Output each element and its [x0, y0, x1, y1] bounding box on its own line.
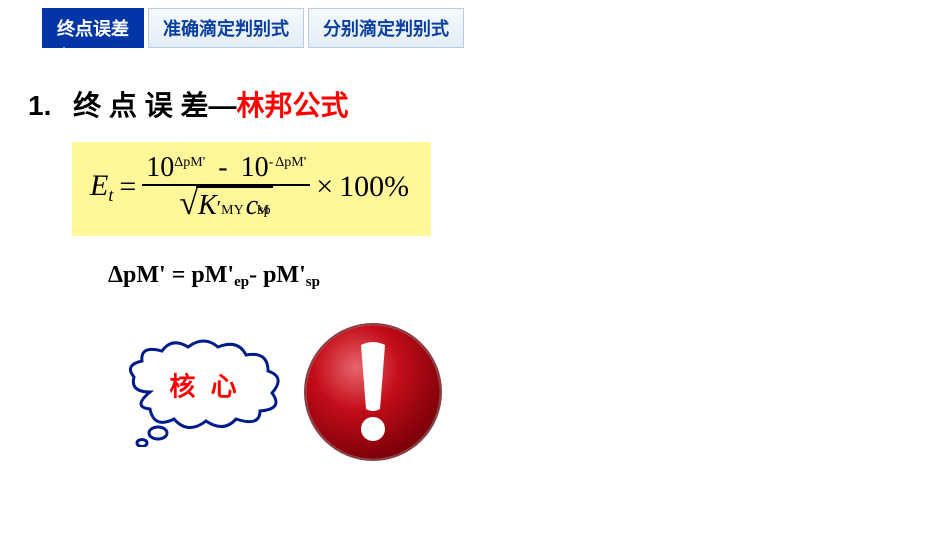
tab-label: 准确滴定判别式 — [163, 19, 289, 39]
delta-rhs1-sub: ep — [234, 274, 249, 290]
exclamation-icon — [298, 317, 448, 467]
delta-rhs2: pM' — [263, 262, 306, 288]
num-base-1: 10 — [146, 152, 174, 183]
thought-cloud: 核 心 — [120, 337, 290, 447]
hundred-percent: 100% — [339, 170, 409, 204]
section-heading: 1. 终 点 误 差—林邦公式 — [28, 84, 950, 124]
formula-lhs: Et — [90, 169, 113, 206]
num-exp-1: ΔpM' — [174, 155, 205, 170]
cloud-label: 核 心 — [169, 367, 240, 404]
hundred: 100 — [339, 170, 384, 203]
tab-label: 终点误差 — [57, 19, 129, 39]
exclamation-badge — [298, 317, 448, 467]
minus-sign: - — [212, 152, 233, 183]
delta-rhs1: pM' — [191, 262, 234, 288]
delta-minus: - — [249, 262, 263, 288]
tab-separate-titration[interactable]: 分别滴定判别式 — [308, 8, 464, 48]
den-c-sub: M — [257, 203, 269, 219]
tab-label: 分别滴定判别式 — [323, 19, 449, 39]
den-K: K — [198, 190, 217, 222]
tab-accurate-titration[interactable]: 准确滴定判别式 — [148, 8, 304, 48]
heading-red: 林邦公式 — [236, 90, 348, 121]
num-exp-neg: - — [269, 155, 274, 170]
numerator: 10ΔpM' - 10-ΔpM' — [142, 152, 310, 184]
tab-bar: 终点误差 准确滴定判别式 分别滴定判别式 — [0, 0, 950, 48]
radicand: K′MY cspM — [196, 186, 273, 222]
delta-pm-equation: ΔpM' = pM'ep- pM'sp — [108, 262, 950, 291]
denominator: √ K′MY cspM — [175, 186, 277, 222]
heading-black: 终 点 误 差— — [73, 90, 236, 121]
fraction: 10ΔpM' - 10-ΔpM' √ K′MY cspM — [142, 152, 310, 222]
delta-equals: = — [166, 262, 192, 288]
formula-E: E — [90, 169, 108, 202]
den-K-sub: MY — [221, 203, 244, 219]
core-callout: 核 心 — [120, 317, 950, 467]
delta-lhs: ΔpM' — [108, 262, 166, 288]
percent: % — [384, 170, 409, 203]
heading-number: 1. — [28, 90, 51, 121]
equals-sign: = — [113, 170, 142, 204]
linbang-formula: Et = 10ΔpM' - 10-ΔpM' √ K′MY cspM × 100% — [72, 142, 431, 236]
num-exp-2: ΔpM' — [275, 155, 306, 170]
num-base-2: 10 — [241, 152, 269, 183]
delta-rhs2-sub: sp — [306, 274, 320, 290]
tab-endpoint-error[interactable]: 终点误差 — [42, 8, 144, 48]
times-sign: × — [310, 170, 339, 204]
